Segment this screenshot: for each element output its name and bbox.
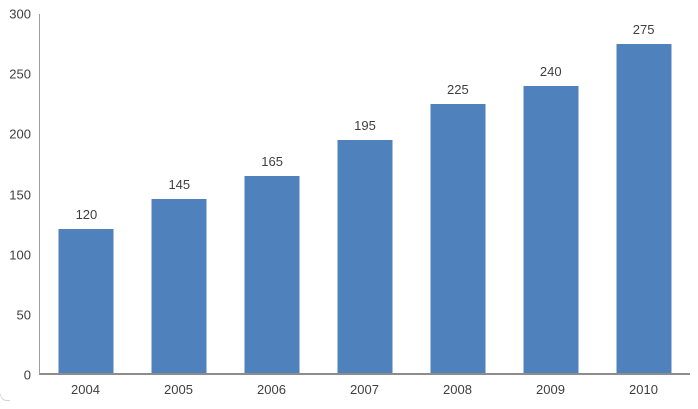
bar-2004 [58, 229, 114, 373]
bar-slot-2006: 165 [226, 14, 319, 373]
bar-slot-2008: 225 [411, 14, 504, 373]
bar-value-label: 275 [632, 21, 655, 37]
x-tick-label-2005: 2005 [164, 382, 193, 397]
corner-artifact [0, 394, 10, 401]
bar-value-label: 120 [75, 207, 98, 223]
bar-2009 [523, 85, 579, 373]
bar-2005 [151, 199, 207, 373]
x-tick-label-2009: 2009 [536, 382, 565, 397]
bar-value-label: 240 [539, 63, 562, 79]
bar-2010 [616, 43, 672, 373]
bar-value-label: 145 [168, 177, 191, 193]
bar-2006 [244, 175, 300, 373]
bar-slot-2005: 145 [133, 14, 226, 373]
bar-value-label: 195 [354, 117, 376, 133]
plot-area: 120 145 165 195 225 240 275 [39, 14, 690, 375]
bar-slot-2010: 275 [597, 14, 690, 373]
bar-2007 [337, 139, 393, 373]
y-axis: 0 50 100 150 200 250 300 [0, 7, 31, 383]
bar-slot-2009: 240 [504, 14, 597, 373]
y-tick-label: 50 [16, 307, 31, 323]
y-tick-label: 300 [9, 6, 31, 22]
x-axis: 2004 2005 2006 2007 2008 2009 2010 [39, 379, 690, 397]
y-tick-label: 200 [9, 126, 31, 142]
y-tick-label: 100 [9, 247, 31, 263]
bar-slot-2007: 195 [319, 14, 412, 373]
y-tick-label: 150 [9, 187, 31, 202]
x-tick-label-2008: 2008 [443, 382, 472, 397]
bar-value-label: 165 [261, 153, 283, 169]
y-tick-label: 0 [23, 367, 31, 383]
x-tick-label-2004: 2004 [71, 382, 100, 397]
y-tick-label: 250 [9, 66, 31, 82]
x-tick-label-2006: 2006 [257, 382, 286, 397]
x-tick-label-2007: 2007 [350, 382, 379, 397]
bar-2008 [430, 103, 486, 373]
bar-value-label: 225 [447, 81, 469, 97]
x-tick-label-2010: 2010 [629, 382, 658, 397]
bar-slot-2004: 120 [40, 14, 133, 373]
